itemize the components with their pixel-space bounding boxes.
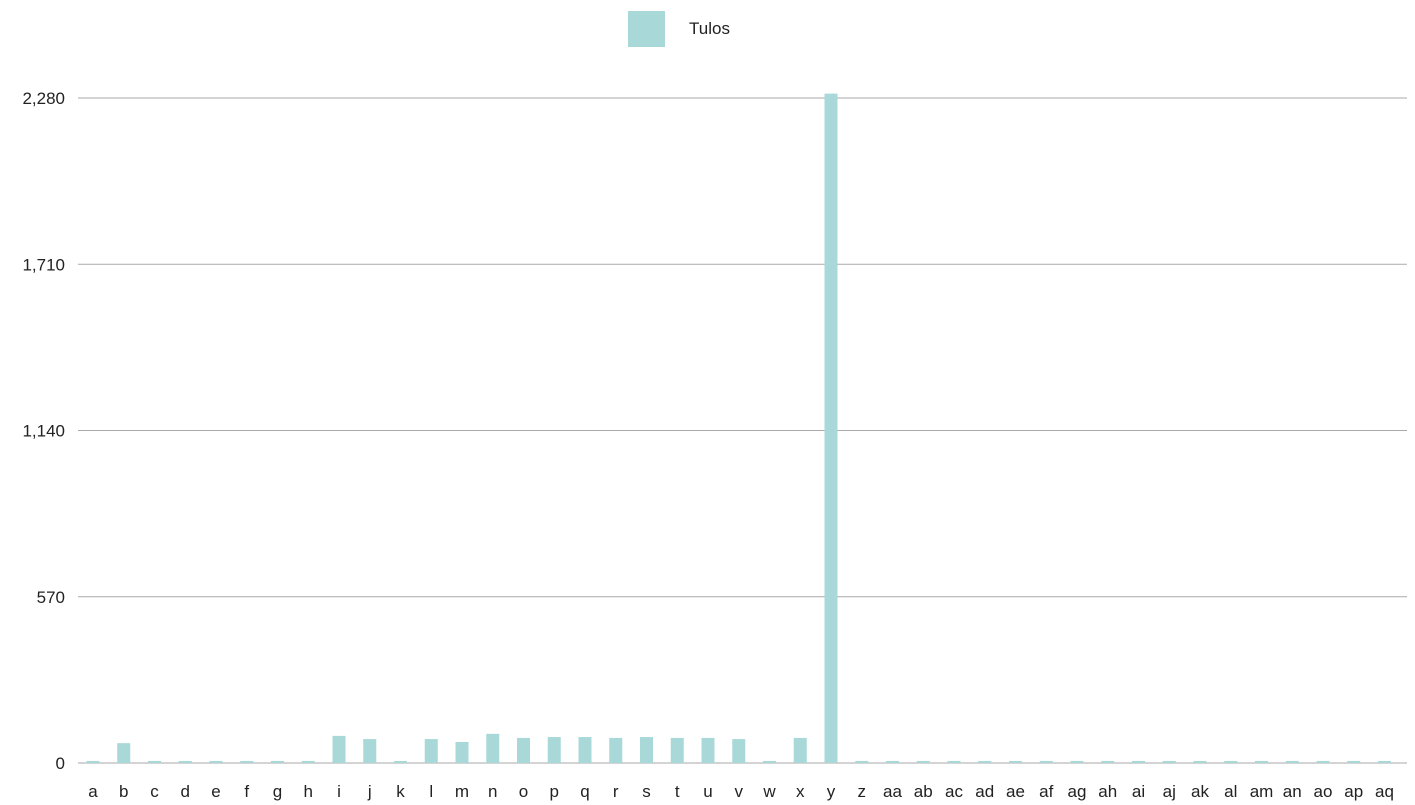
- bar: [240, 760, 254, 763]
- y-tick-label: 2,280: [22, 89, 65, 108]
- bar: [1132, 760, 1145, 763]
- bar: [609, 737, 623, 763]
- bar: [1224, 760, 1238, 763]
- bar: [1009, 760, 1022, 763]
- y-tick-label: 570: [37, 588, 65, 607]
- bar: [455, 742, 469, 763]
- x-tick-label: p: [550, 782, 559, 801]
- bars: [86, 93, 1391, 763]
- bar: [1039, 760, 1053, 763]
- x-tick-label: ap: [1344, 782, 1363, 801]
- bar: [301, 760, 315, 763]
- bar: [424, 739, 438, 763]
- bar: [886, 760, 899, 763]
- x-tick-label: s: [642, 782, 651, 801]
- bar: [1347, 760, 1361, 763]
- y-axis: 0 570 1,140 1,710 2,280: [22, 89, 65, 773]
- bar: [855, 760, 869, 763]
- bar: [209, 760, 223, 763]
- bar: [178, 760, 192, 763]
- bar: [271, 760, 284, 763]
- y-tick-label: 0: [56, 754, 65, 773]
- x-tick-label: e: [211, 782, 220, 801]
- bar: [978, 760, 992, 763]
- bar: [916, 760, 930, 763]
- bar: [640, 737, 653, 763]
- x-tick-label: am: [1250, 782, 1274, 801]
- x-tick-label: j: [367, 782, 372, 801]
- bar: [1255, 760, 1268, 763]
- x-tick-label: g: [273, 782, 282, 801]
- x-tick-label: b: [119, 782, 128, 801]
- x-tick-label: ag: [1068, 782, 1087, 801]
- x-tick-label: v: [735, 782, 744, 801]
- x-tick-label: f: [244, 782, 249, 801]
- x-tick-label: z: [858, 782, 867, 801]
- x-tick-label: al: [1224, 782, 1237, 801]
- bar: [332, 735, 346, 763]
- bar: [148, 760, 161, 763]
- bar: [1193, 760, 1207, 763]
- x-tick-label: m: [455, 782, 469, 801]
- x-tick-label: y: [827, 782, 836, 801]
- x-tick-label: w: [762, 782, 776, 801]
- gridlines: [78, 97, 1407, 764]
- x-tick-label: k: [396, 782, 405, 801]
- legend: Tulos: [628, 11, 730, 47]
- bar: [763, 760, 776, 763]
- x-tick-label: af: [1039, 782, 1053, 801]
- bar: [578, 737, 592, 763]
- x-tick-label: q: [580, 782, 589, 801]
- x-axis: a b c d e f g h i j k l m n o p q r s t u v w x y z aa ab ac ad ae af ag…: [88, 782, 1394, 801]
- x-tick-label: ah: [1098, 782, 1117, 801]
- x-tick-label: an: [1283, 782, 1302, 801]
- bar: [394, 760, 407, 763]
- bar: [1378, 760, 1391, 763]
- x-tick-label: ae: [1006, 782, 1025, 801]
- bar: [701, 737, 715, 763]
- x-tick-label: t: [675, 782, 680, 801]
- x-tick-label: o: [519, 782, 528, 801]
- x-tick-label: ac: [945, 782, 963, 801]
- bar: [1070, 760, 1084, 763]
- bar: [1162, 760, 1176, 763]
- x-tick-label: u: [703, 782, 712, 801]
- bar: [486, 733, 500, 763]
- x-tick-label: ao: [1314, 782, 1333, 801]
- x-tick-label: aa: [883, 782, 902, 801]
- x-tick-label: i: [337, 782, 341, 801]
- bar: [117, 743, 131, 763]
- x-tick-label: h: [304, 782, 313, 801]
- bar: [824, 93, 838, 763]
- y-tick-label: 1,140: [22, 422, 65, 441]
- bar: [547, 737, 561, 763]
- x-tick-label: x: [796, 782, 805, 801]
- bar: [86, 760, 100, 763]
- x-tick-label: n: [488, 782, 497, 801]
- x-tick-label: d: [181, 782, 190, 801]
- legend-label: Tulos: [689, 19, 730, 38]
- x-tick-label: r: [613, 782, 619, 801]
- legend-swatch: [628, 11, 665, 47]
- bar: [1316, 760, 1330, 763]
- x-tick-label: l: [429, 782, 433, 801]
- bar: [1285, 760, 1299, 763]
- x-tick-label: aq: [1375, 782, 1394, 801]
- bar: [517, 737, 530, 763]
- x-tick-label: c: [150, 782, 159, 801]
- bar: [947, 760, 961, 763]
- bar: [793, 737, 807, 763]
- bar: [732, 739, 746, 763]
- x-tick-label: ad: [975, 782, 994, 801]
- bar: [670, 737, 684, 763]
- x-tick-label: aj: [1163, 782, 1176, 801]
- y-tick-label: 1,710: [22, 255, 65, 274]
- bar: [363, 739, 377, 763]
- bar: [1101, 760, 1115, 763]
- x-tick-label: ab: [914, 782, 933, 801]
- x-tick-label: a: [88, 782, 98, 801]
- x-tick-label: ak: [1191, 782, 1209, 801]
- x-tick-label: ai: [1132, 782, 1145, 801]
